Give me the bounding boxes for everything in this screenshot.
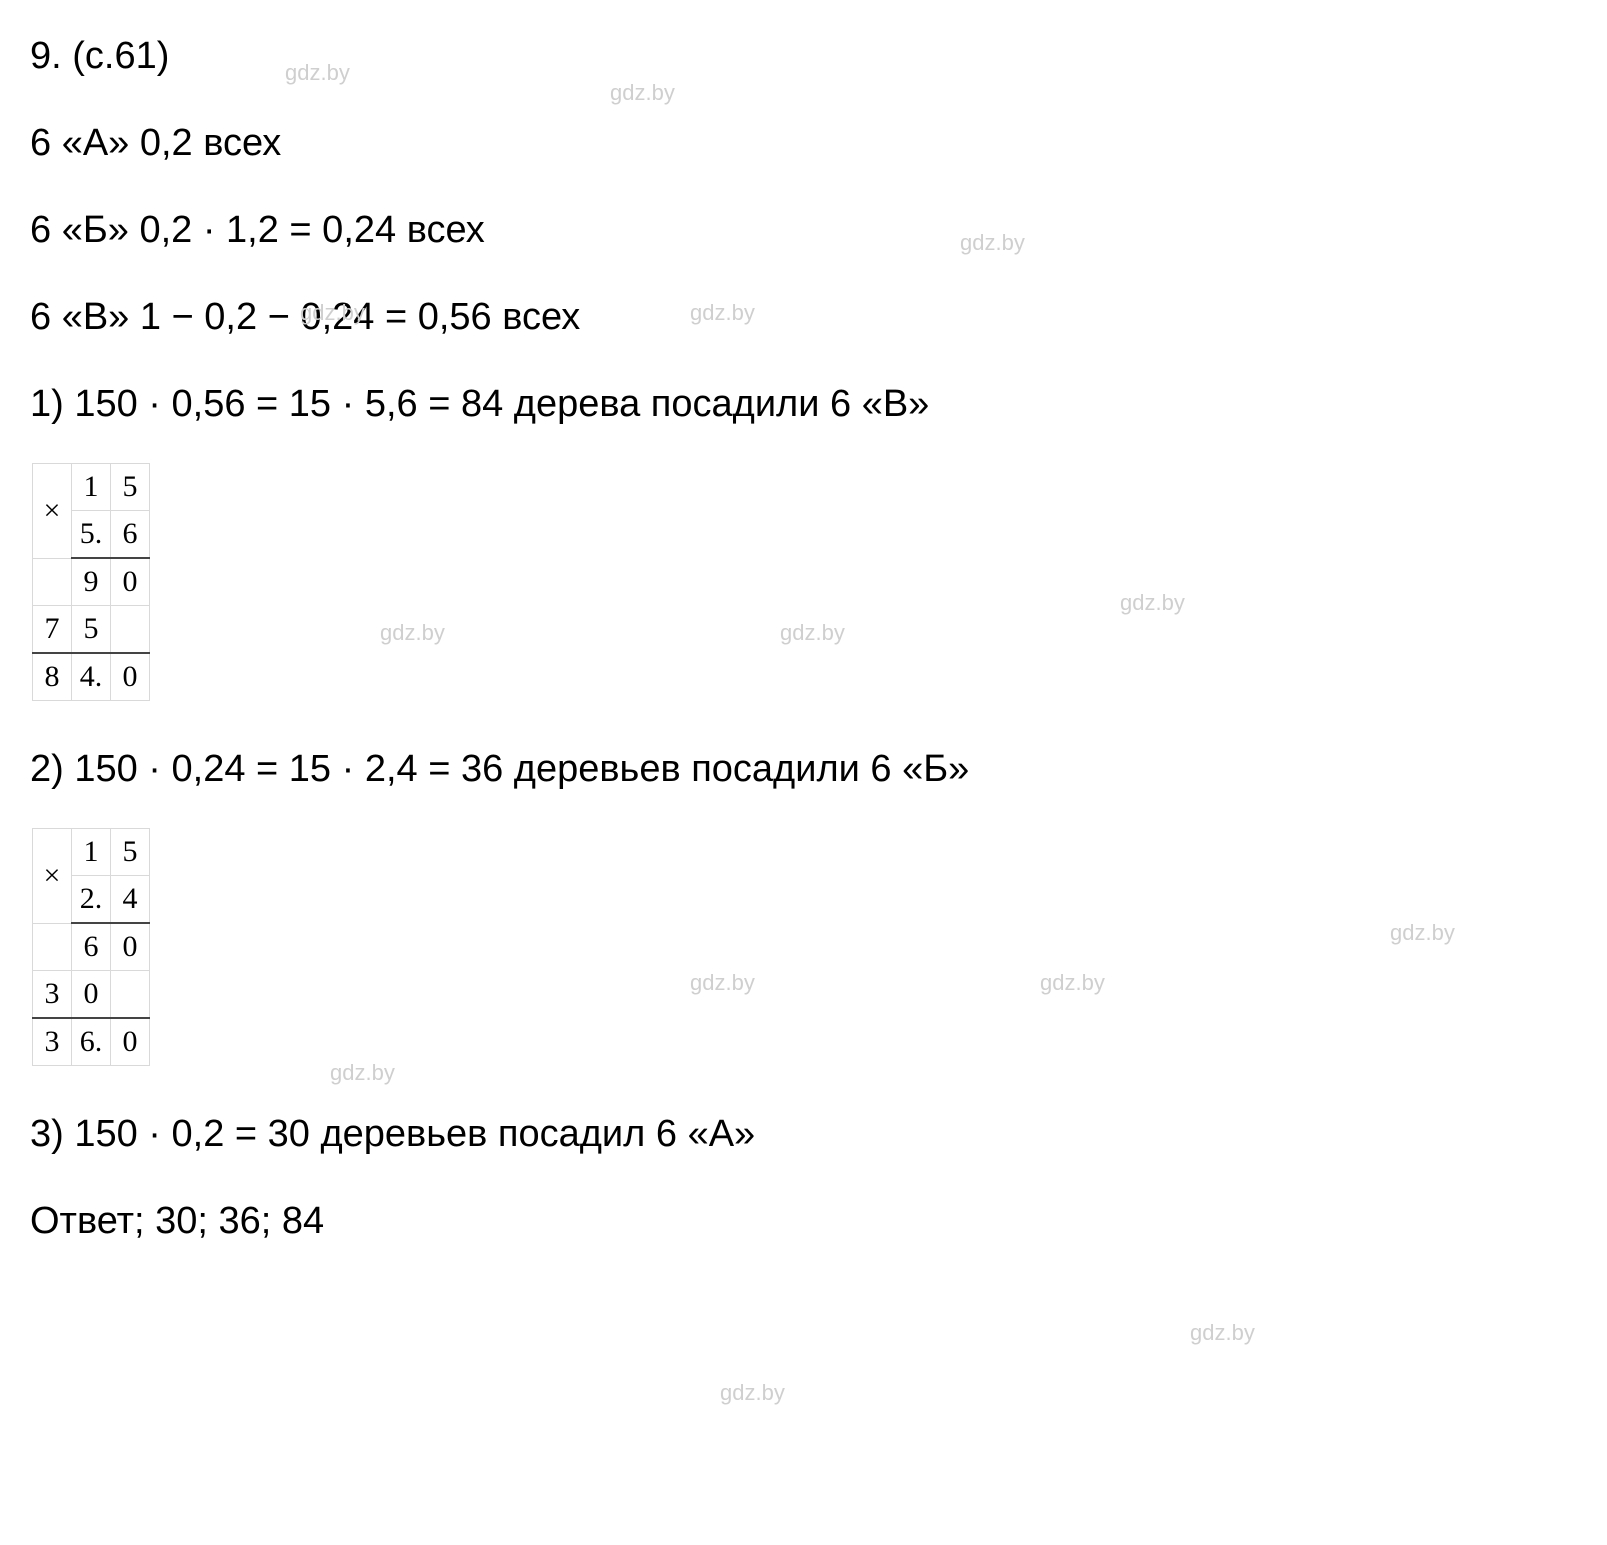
line-class-a: 6 «А» 0,2 всех bbox=[30, 115, 1577, 172]
line-class-v: 6 «В» 1 − 0,2 − 0,24 = 0,56 всех bbox=[30, 289, 1577, 346]
watermark-text: gdz.by bbox=[1190, 1320, 1255, 1346]
cell bbox=[33, 923, 72, 971]
answer-line: Ответ; 30; 36; 84 bbox=[30, 1193, 1577, 1250]
multiplication-table-2: × 1 5 2. 4 6 0 3 0 3 6. 0 bbox=[32, 828, 150, 1066]
step-1: 1) 150 · 0,56 = 15 · 5,6 = 84 дерева пос… bbox=[30, 376, 1577, 433]
cell: 0 bbox=[72, 971, 111, 1019]
mult-sign: × bbox=[33, 829, 72, 924]
cell: 5 bbox=[111, 829, 150, 876]
cell: 2. bbox=[72, 876, 111, 924]
step-2: 2) 150 · 0,24 = 15 · 2,4 = 36 деревьев п… bbox=[30, 741, 1577, 798]
watermark-text: gdz.by bbox=[780, 620, 845, 646]
cell: 1 bbox=[72, 464, 111, 511]
cell: 5. bbox=[72, 511, 111, 559]
cell: 6 bbox=[72, 923, 111, 971]
cell: 6. bbox=[72, 1018, 111, 1066]
step-3: 3) 150 · 0,2 = 30 деревьев посадил 6 «А» bbox=[30, 1106, 1577, 1163]
cell: 3 bbox=[33, 1018, 72, 1066]
cell: 0 bbox=[111, 923, 150, 971]
cell: 9 bbox=[72, 558, 111, 606]
cell: 8 bbox=[33, 653, 72, 701]
cell: 5 bbox=[111, 464, 150, 511]
watermark-text: gdz.by bbox=[1120, 590, 1185, 616]
watermark-text: gdz.by bbox=[690, 970, 755, 996]
cell: 0 bbox=[111, 653, 150, 701]
mult-sign: × bbox=[33, 464, 72, 559]
cell: 4 bbox=[111, 876, 150, 924]
cell: 0 bbox=[111, 558, 150, 606]
cell bbox=[111, 606, 150, 654]
cell bbox=[33, 558, 72, 606]
watermark-text: gdz.by bbox=[380, 620, 445, 646]
cell bbox=[111, 971, 150, 1019]
line-class-b: 6 «Б» 0,2 · 1,2 = 0,24 всех bbox=[30, 202, 1577, 259]
watermark-text: gdz.by bbox=[1390, 920, 1455, 946]
cell: 5 bbox=[72, 606, 111, 654]
multiplication-table-1: × 1 5 5. 6 9 0 7 5 8 4. 0 bbox=[32, 463, 150, 701]
cell: 7 bbox=[33, 606, 72, 654]
cell: 0 bbox=[111, 1018, 150, 1066]
cell: 4. bbox=[72, 653, 111, 701]
watermark-text: gdz.by bbox=[720, 1380, 785, 1406]
problem-header: 9. (с.61) bbox=[30, 28, 1577, 85]
cell: 1 bbox=[72, 829, 111, 876]
cell: 3 bbox=[33, 971, 72, 1019]
watermark-text: gdz.by bbox=[330, 1060, 395, 1086]
watermark-text: gdz.by bbox=[1040, 970, 1105, 996]
cell: 6 bbox=[111, 511, 150, 559]
